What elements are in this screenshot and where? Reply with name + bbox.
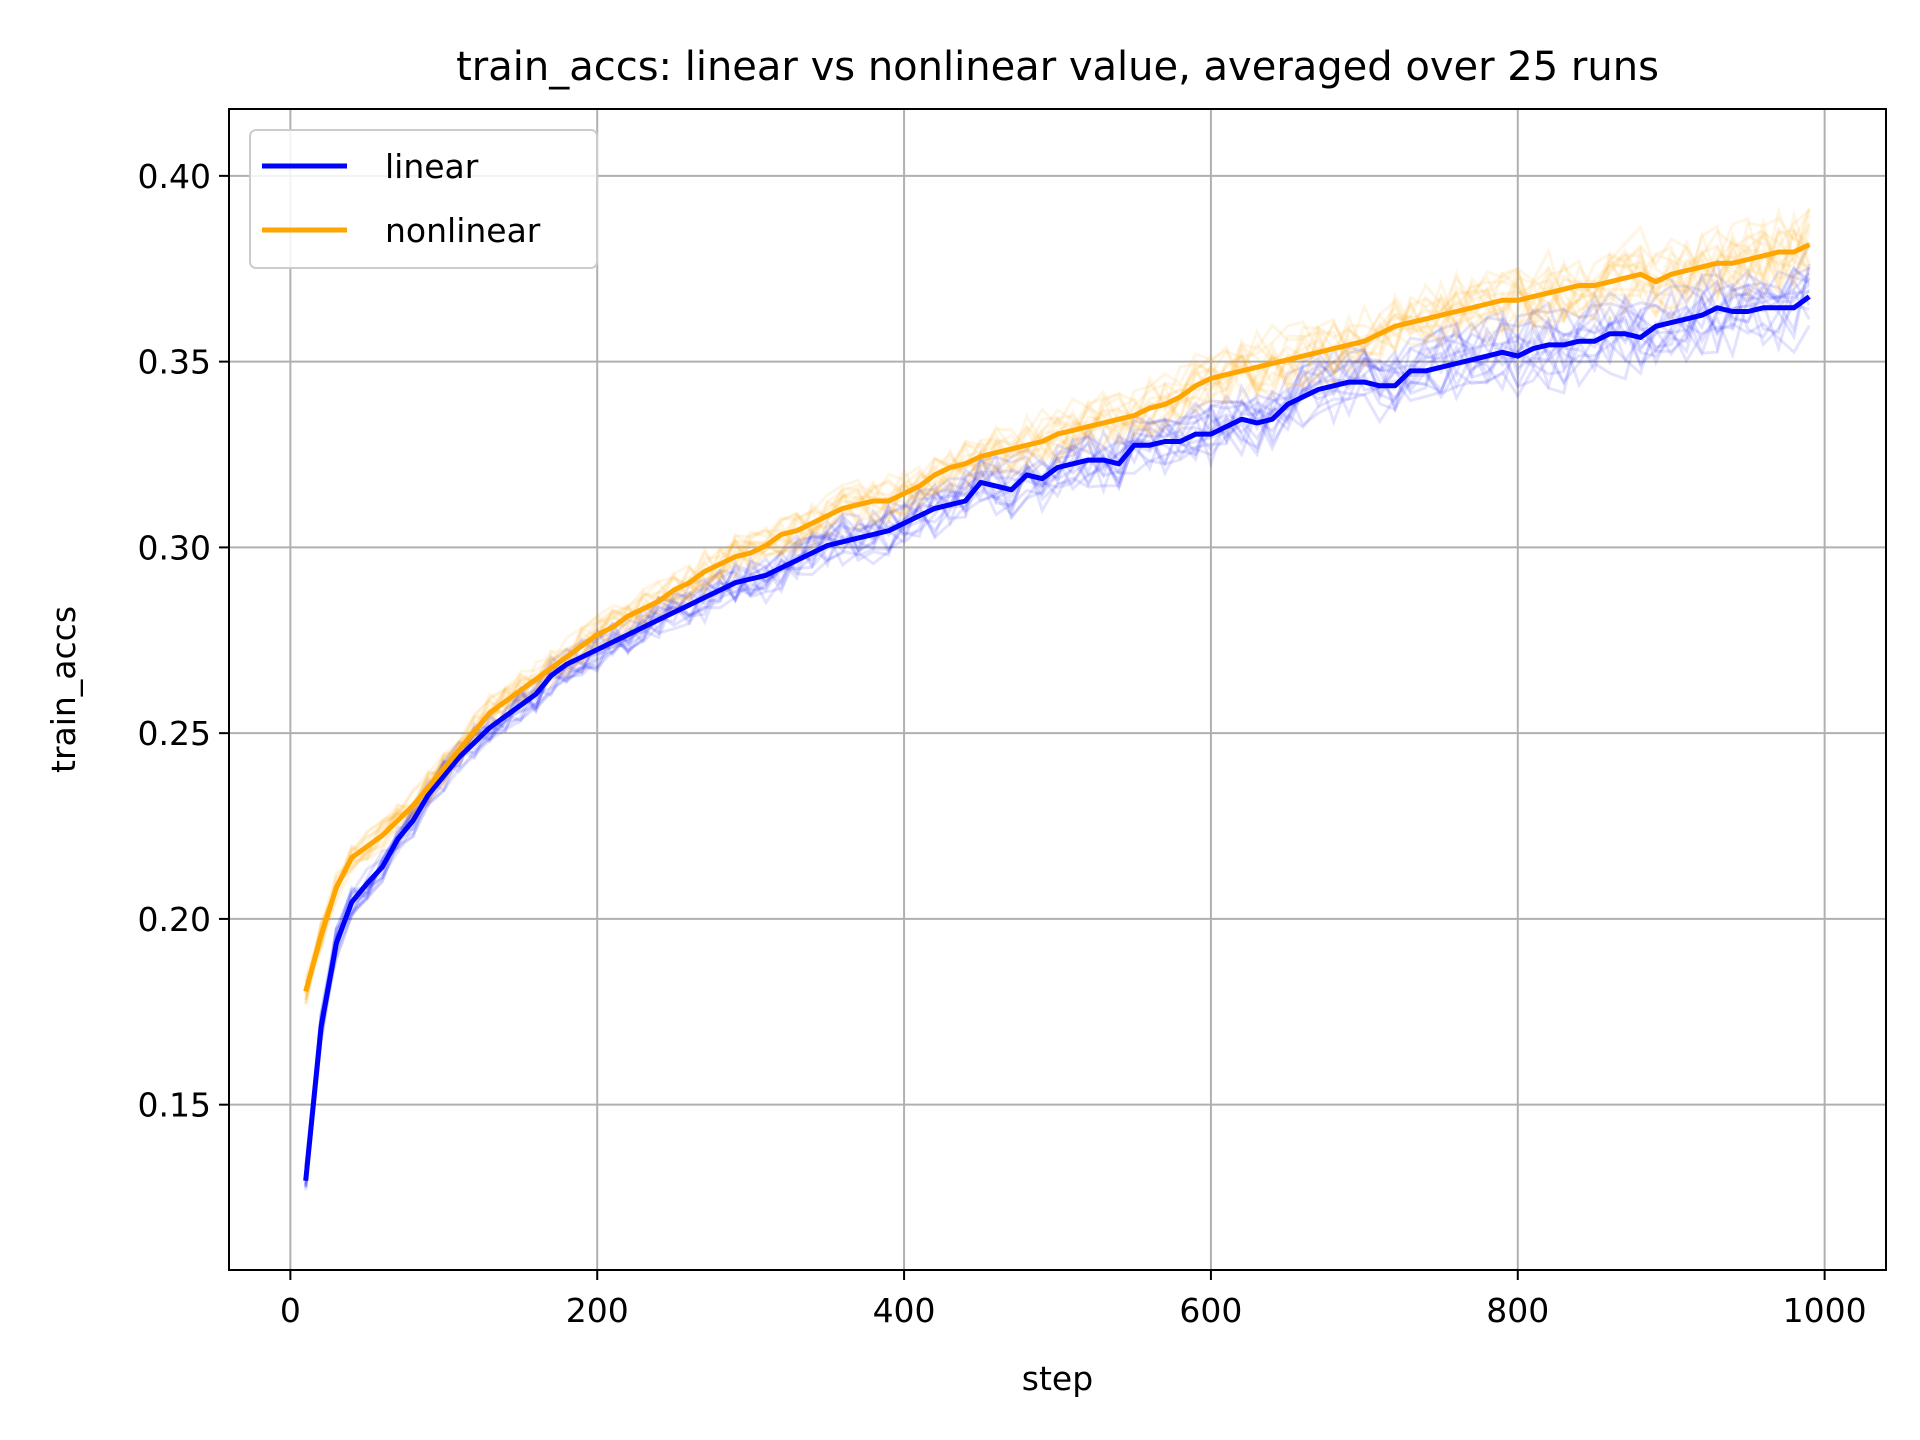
run-line-nonlinear xyxy=(304,209,1811,1004)
y-tick-label: 0.25 xyxy=(138,714,211,753)
y-tick-label: 0.35 xyxy=(138,343,211,382)
x-tick-label: 0 xyxy=(280,1291,301,1330)
run-line-nonlinear xyxy=(304,222,1811,983)
grid xyxy=(229,109,1886,1270)
legend-label-nonlinear: nonlinear xyxy=(385,211,541,250)
y-tick-label: 0.40 xyxy=(138,157,211,196)
run-line-linear xyxy=(304,266,1811,1188)
run-line-linear xyxy=(304,290,1810,1177)
run-line-nonlinear xyxy=(304,233,1811,989)
x-tick-label: 800 xyxy=(1486,1291,1549,1330)
run-line-linear xyxy=(304,269,1810,1188)
y-tick-label: 0.15 xyxy=(138,1086,211,1125)
x-tick-label: 200 xyxy=(566,1291,629,1330)
x-tick-label: 600 xyxy=(1179,1291,1242,1330)
run-line-linear xyxy=(304,291,1810,1179)
run-line-linear xyxy=(304,283,1811,1169)
x-tick-label: 400 xyxy=(873,1291,936,1330)
run-line-linear xyxy=(304,277,1811,1188)
y-tick-label: 0.30 xyxy=(138,528,211,567)
run-line-nonlinear xyxy=(304,209,1811,998)
series-line-nonlinear xyxy=(303,242,1811,993)
run-line-nonlinear xyxy=(304,228,1811,1006)
run-line-nonlinear xyxy=(304,216,1811,994)
y-ticks: 0.15 0.20 0.25 0.30 0.35 0.40 xyxy=(138,157,229,1125)
x-axis-label: step xyxy=(1022,1359,1093,1398)
run-line-nonlinear xyxy=(304,228,1811,994)
y-tick-label: 0.20 xyxy=(138,900,211,939)
axes-frame xyxy=(228,108,1887,1271)
run-line-nonlinear xyxy=(304,224,1811,1001)
series-line-linear xyxy=(303,294,1811,1182)
x-ticks: 0 200 400 600 800 1000 xyxy=(280,1270,1867,1330)
x-tick-label: 1000 xyxy=(1783,1291,1867,1330)
legend-label-linear: linear xyxy=(385,147,479,186)
series-lines xyxy=(303,242,1811,1182)
legend: linear nonlinear xyxy=(249,129,598,269)
run-line-linear xyxy=(304,306,1811,1176)
run-line-linear xyxy=(304,266,1810,1177)
y-axis-label: train_accs xyxy=(44,606,83,773)
chart-title: train_accs: linear vs nonlinear value, a… xyxy=(456,44,1659,90)
